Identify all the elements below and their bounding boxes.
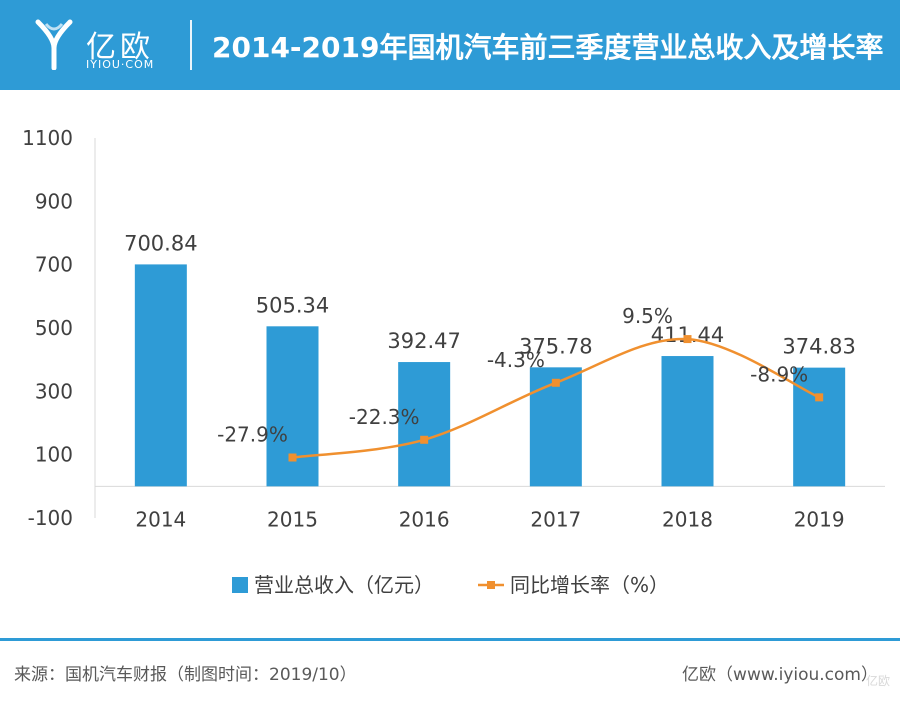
watermark: 亿欧 xyxy=(865,674,890,688)
line-series xyxy=(288,335,824,462)
bar-data-label: 374.83 xyxy=(782,335,855,359)
legend-line-marker xyxy=(487,581,495,589)
bar xyxy=(266,326,319,487)
bar-series xyxy=(134,264,846,487)
bar xyxy=(661,356,714,487)
growth-data-label: -4.3% xyxy=(487,348,545,372)
growth-marker xyxy=(815,393,824,402)
y-tick-label: 900 xyxy=(35,189,73,213)
growth-data-label: 9.5% xyxy=(622,304,673,328)
iyiou-logo-icon xyxy=(35,19,73,70)
y-tick-label: 1100 xyxy=(22,126,73,150)
source-note: 来源：国机汽车财报（制图时间：2019/10） xyxy=(14,665,357,685)
growth-marker xyxy=(288,453,297,462)
credit-note: 亿欧（www.iyiou.com） xyxy=(682,665,878,685)
y-tick-label: 700 xyxy=(35,253,73,277)
growth-data-label: -8.9% xyxy=(750,362,808,386)
growth-marker xyxy=(551,378,560,387)
growth-marker xyxy=(420,435,429,444)
logo-text: 亿欧 xyxy=(86,30,154,65)
bar xyxy=(134,264,187,487)
x-tick-label: 2017 xyxy=(530,507,581,531)
y-tick-label: 100 xyxy=(35,443,73,467)
x-tick-label: 2015 xyxy=(267,507,318,531)
legend-bar-swatch xyxy=(232,577,248,593)
logo-subtext: IYIOU·COM xyxy=(86,58,155,71)
revenue-growth-chart: 1100 900 700 500 300 100 -100 2014 2015 2016 2017 2… xyxy=(22,126,885,597)
x-tick-label: 2016 xyxy=(399,507,450,531)
bar-data-label: 700.84 xyxy=(124,231,197,255)
growth-data-label: -27.9% xyxy=(217,423,288,447)
legend-line-label: 同比增长率（%） xyxy=(510,573,669,597)
line-labels: -27.9% -22.3% -4.3% 9.5% -8.9% xyxy=(217,304,808,446)
legend-bar-label: 营业总收入（亿元） xyxy=(254,573,434,597)
chart-title: 2014-2019年国机汽车前三季度营业总收入及增长率 xyxy=(212,31,884,64)
x-tick-label: 2019 xyxy=(794,507,845,531)
header-banner: 亿欧 IYIOU·COM 2014-2019年国机汽车前三季度营业总收入及增长率 xyxy=(0,0,900,90)
y-tick-label: -100 xyxy=(28,506,73,530)
bar xyxy=(398,362,451,487)
chart-axes: 1100 900 700 500 300 100 -100 2014 2015 2016 2017 2… xyxy=(22,126,885,531)
y-tick-label: 300 xyxy=(35,379,73,403)
growth-data-label: -22.3% xyxy=(349,405,420,429)
bar xyxy=(529,367,582,487)
footer-divider xyxy=(0,638,900,641)
chart-legend: 营业总收入（亿元） 同比增长率（%） xyxy=(232,573,669,597)
bar-data-label: 375.78 xyxy=(519,334,592,358)
bar-data-label: 392.47 xyxy=(387,329,460,353)
x-tick-label: 2014 xyxy=(135,507,186,531)
x-tick-label: 2018 xyxy=(662,507,713,531)
header-divider xyxy=(190,20,192,70)
bar-data-label: 505.34 xyxy=(256,293,329,317)
growth-marker xyxy=(683,335,692,344)
y-tick-label: 500 xyxy=(35,316,73,340)
